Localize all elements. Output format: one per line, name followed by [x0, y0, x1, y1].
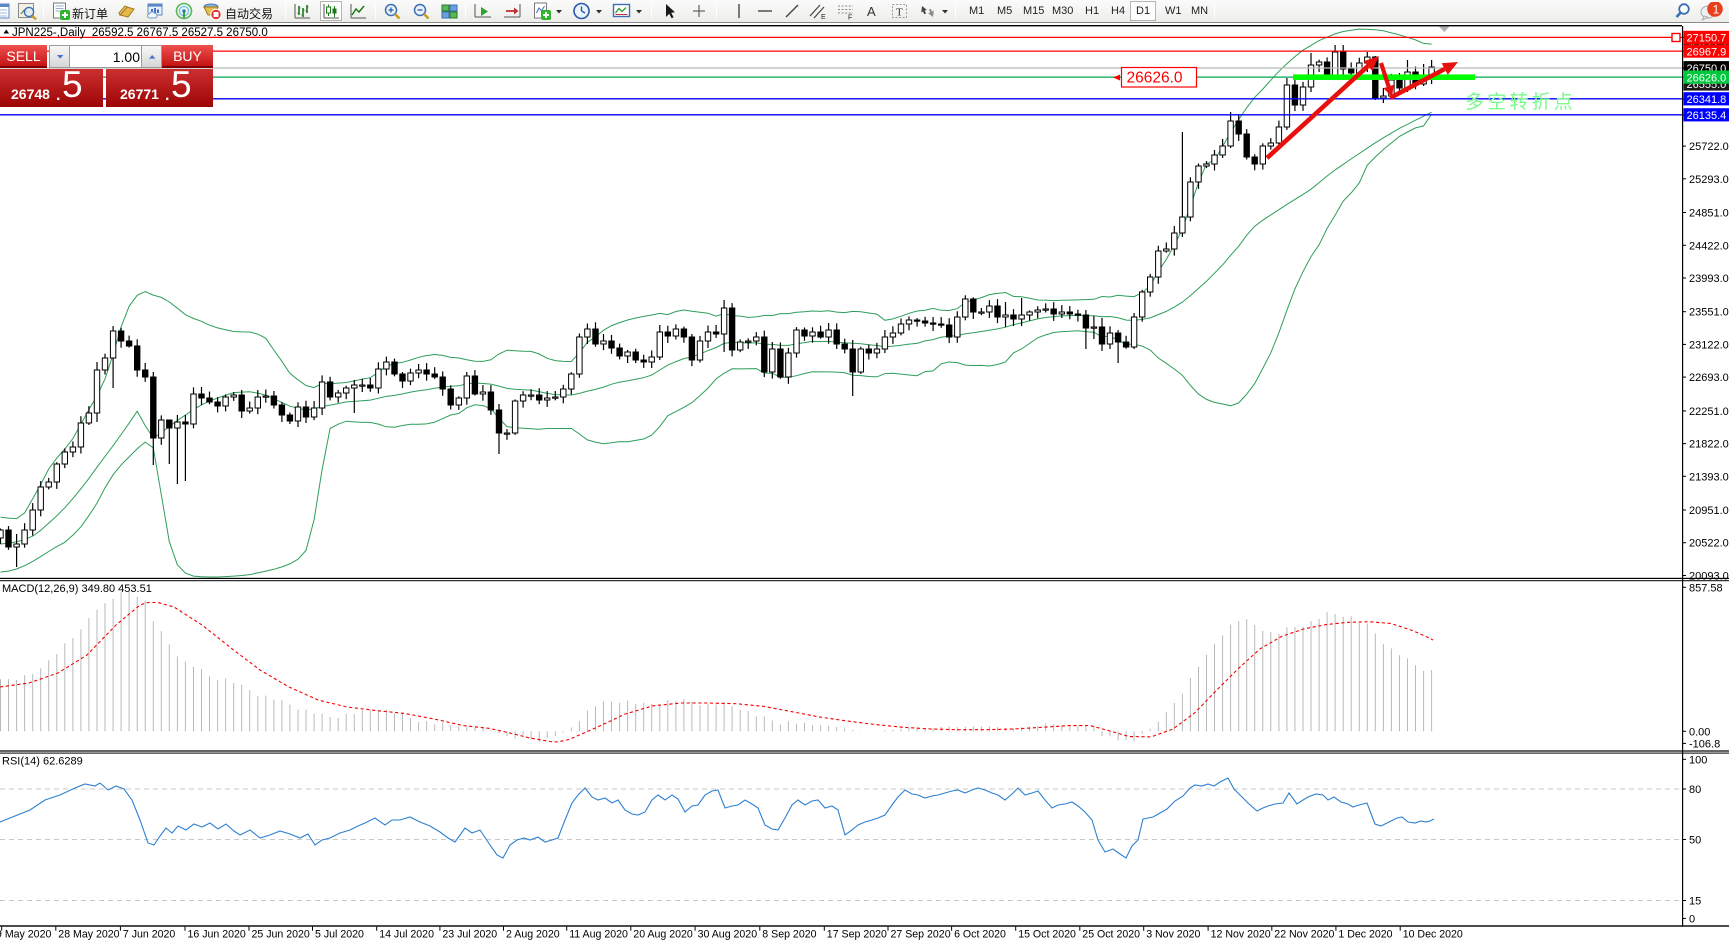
svg-text:21822.0: 21822.0 [1689, 439, 1729, 451]
svg-text:25 Oct 2020: 25 Oct 2020 [1082, 929, 1140, 941]
svg-text:857.58: 857.58 [1689, 582, 1723, 594]
svg-text:-106.8: -106.8 [1689, 738, 1720, 750]
svg-text:24851.0: 24851.0 [1689, 208, 1729, 220]
svg-text:15: 15 [1689, 896, 1701, 908]
svg-text:16 Jun 2020: 16 Jun 2020 [188, 929, 246, 941]
svg-text:25 Jun 2020: 25 Jun 2020 [252, 929, 310, 941]
svg-text:14 Jul 2020: 14 Jul 2020 [379, 929, 434, 941]
svg-text:22251.0: 22251.0 [1689, 406, 1729, 418]
svg-text:7 Jun 2020: 7 Jun 2020 [123, 929, 176, 941]
svg-text:27150.7: 27150.7 [1687, 33, 1727, 45]
svg-text:20951.0: 20951.0 [1689, 505, 1729, 517]
svg-text:26967.9: 26967.9 [1687, 46, 1727, 58]
svg-text:JPN225-,Daily 26592.5 26767.5: JPN225-,Daily 26592.5 26767.5 26527.5 26… [12, 27, 268, 39]
svg-text:MACD(12,26,9) 349.80 453.51: MACD(12,26,9) 349.80 453.51 [2, 583, 152, 595]
svg-text:23993.0: 23993.0 [1689, 273, 1729, 285]
svg-text:0: 0 [1689, 913, 1695, 925]
svg-text:50: 50 [1689, 835, 1701, 847]
svg-text:E: E [821, 14, 826, 21]
svg-text:21393.0: 21393.0 [1689, 471, 1729, 483]
svg-text:1: 1 [1713, 3, 1720, 17]
svg-text:20093.0: 20093.0 [1689, 571, 1729, 583]
svg-text:1 Dec 2020: 1 Dec 2020 [1338, 929, 1392, 941]
svg-text:15 Oct 2020: 15 Oct 2020 [1018, 929, 1076, 941]
svg-text:23122.0: 23122.0 [1689, 339, 1729, 351]
svg-text:20522.0: 20522.0 [1689, 538, 1729, 550]
svg-text:25293.0: 25293.0 [1689, 174, 1729, 186]
svg-text:0.00: 0.00 [1689, 726, 1710, 738]
svg-text:10 Dec 2020: 10 Dec 2020 [1403, 929, 1463, 941]
svg-text:28 May 2020: 28 May 2020 [58, 929, 119, 941]
svg-text:22 Nov 2020: 22 Nov 2020 [1274, 929, 1334, 941]
svg-text:26626.0: 26626.0 [1687, 72, 1727, 84]
svg-text:26626.0: 26626.0 [1127, 70, 1183, 87]
svg-text:F: F [848, 15, 852, 22]
svg-text:30 Aug 2020: 30 Aug 2020 [698, 929, 758, 941]
svg-text:17 Sep 2020: 17 Sep 2020 [827, 929, 887, 941]
svg-text:8 Sep 2020: 8 Sep 2020 [762, 929, 816, 941]
svg-text:24422.0: 24422.0 [1689, 240, 1729, 252]
svg-text:22693.0: 22693.0 [1689, 372, 1729, 384]
svg-text:多空转折点: 多空转折点 [1465, 91, 1576, 113]
svg-text:RSI(14) 62.6289: RSI(14) 62.6289 [2, 756, 83, 768]
svg-text:9 May 2020: 9 May 2020 [0, 929, 51, 941]
svg-text:25722.0: 25722.0 [1689, 141, 1729, 153]
svg-text:26341.8: 26341.8 [1687, 94, 1727, 106]
svg-text:23551.0: 23551.0 [1689, 307, 1729, 319]
svg-text:3 Nov 2020: 3 Nov 2020 [1146, 929, 1200, 941]
svg-text:27 Sep 2020: 27 Sep 2020 [891, 929, 951, 941]
svg-text:11 Aug 2020: 11 Aug 2020 [569, 929, 628, 941]
svg-text:20 Aug 2020: 20 Aug 2020 [633, 929, 693, 941]
svg-text:23 Jul 2020: 23 Jul 2020 [442, 929, 497, 941]
svg-text:100: 100 [1689, 754, 1707, 766]
svg-text:12 Nov 2020: 12 Nov 2020 [1211, 929, 1271, 941]
svg-text:A: A [867, 4, 876, 19]
svg-text:2 Aug 2020: 2 Aug 2020 [506, 929, 560, 941]
svg-text:T: T [896, 7, 903, 19]
svg-text:5 Jul 2020: 5 Jul 2020 [315, 929, 364, 941]
svg-text:6 Oct 2020: 6 Oct 2020 [954, 929, 1006, 941]
svg-text:80: 80 [1689, 784, 1701, 796]
svg-text:26135.4: 26135.4 [1687, 110, 1727, 122]
